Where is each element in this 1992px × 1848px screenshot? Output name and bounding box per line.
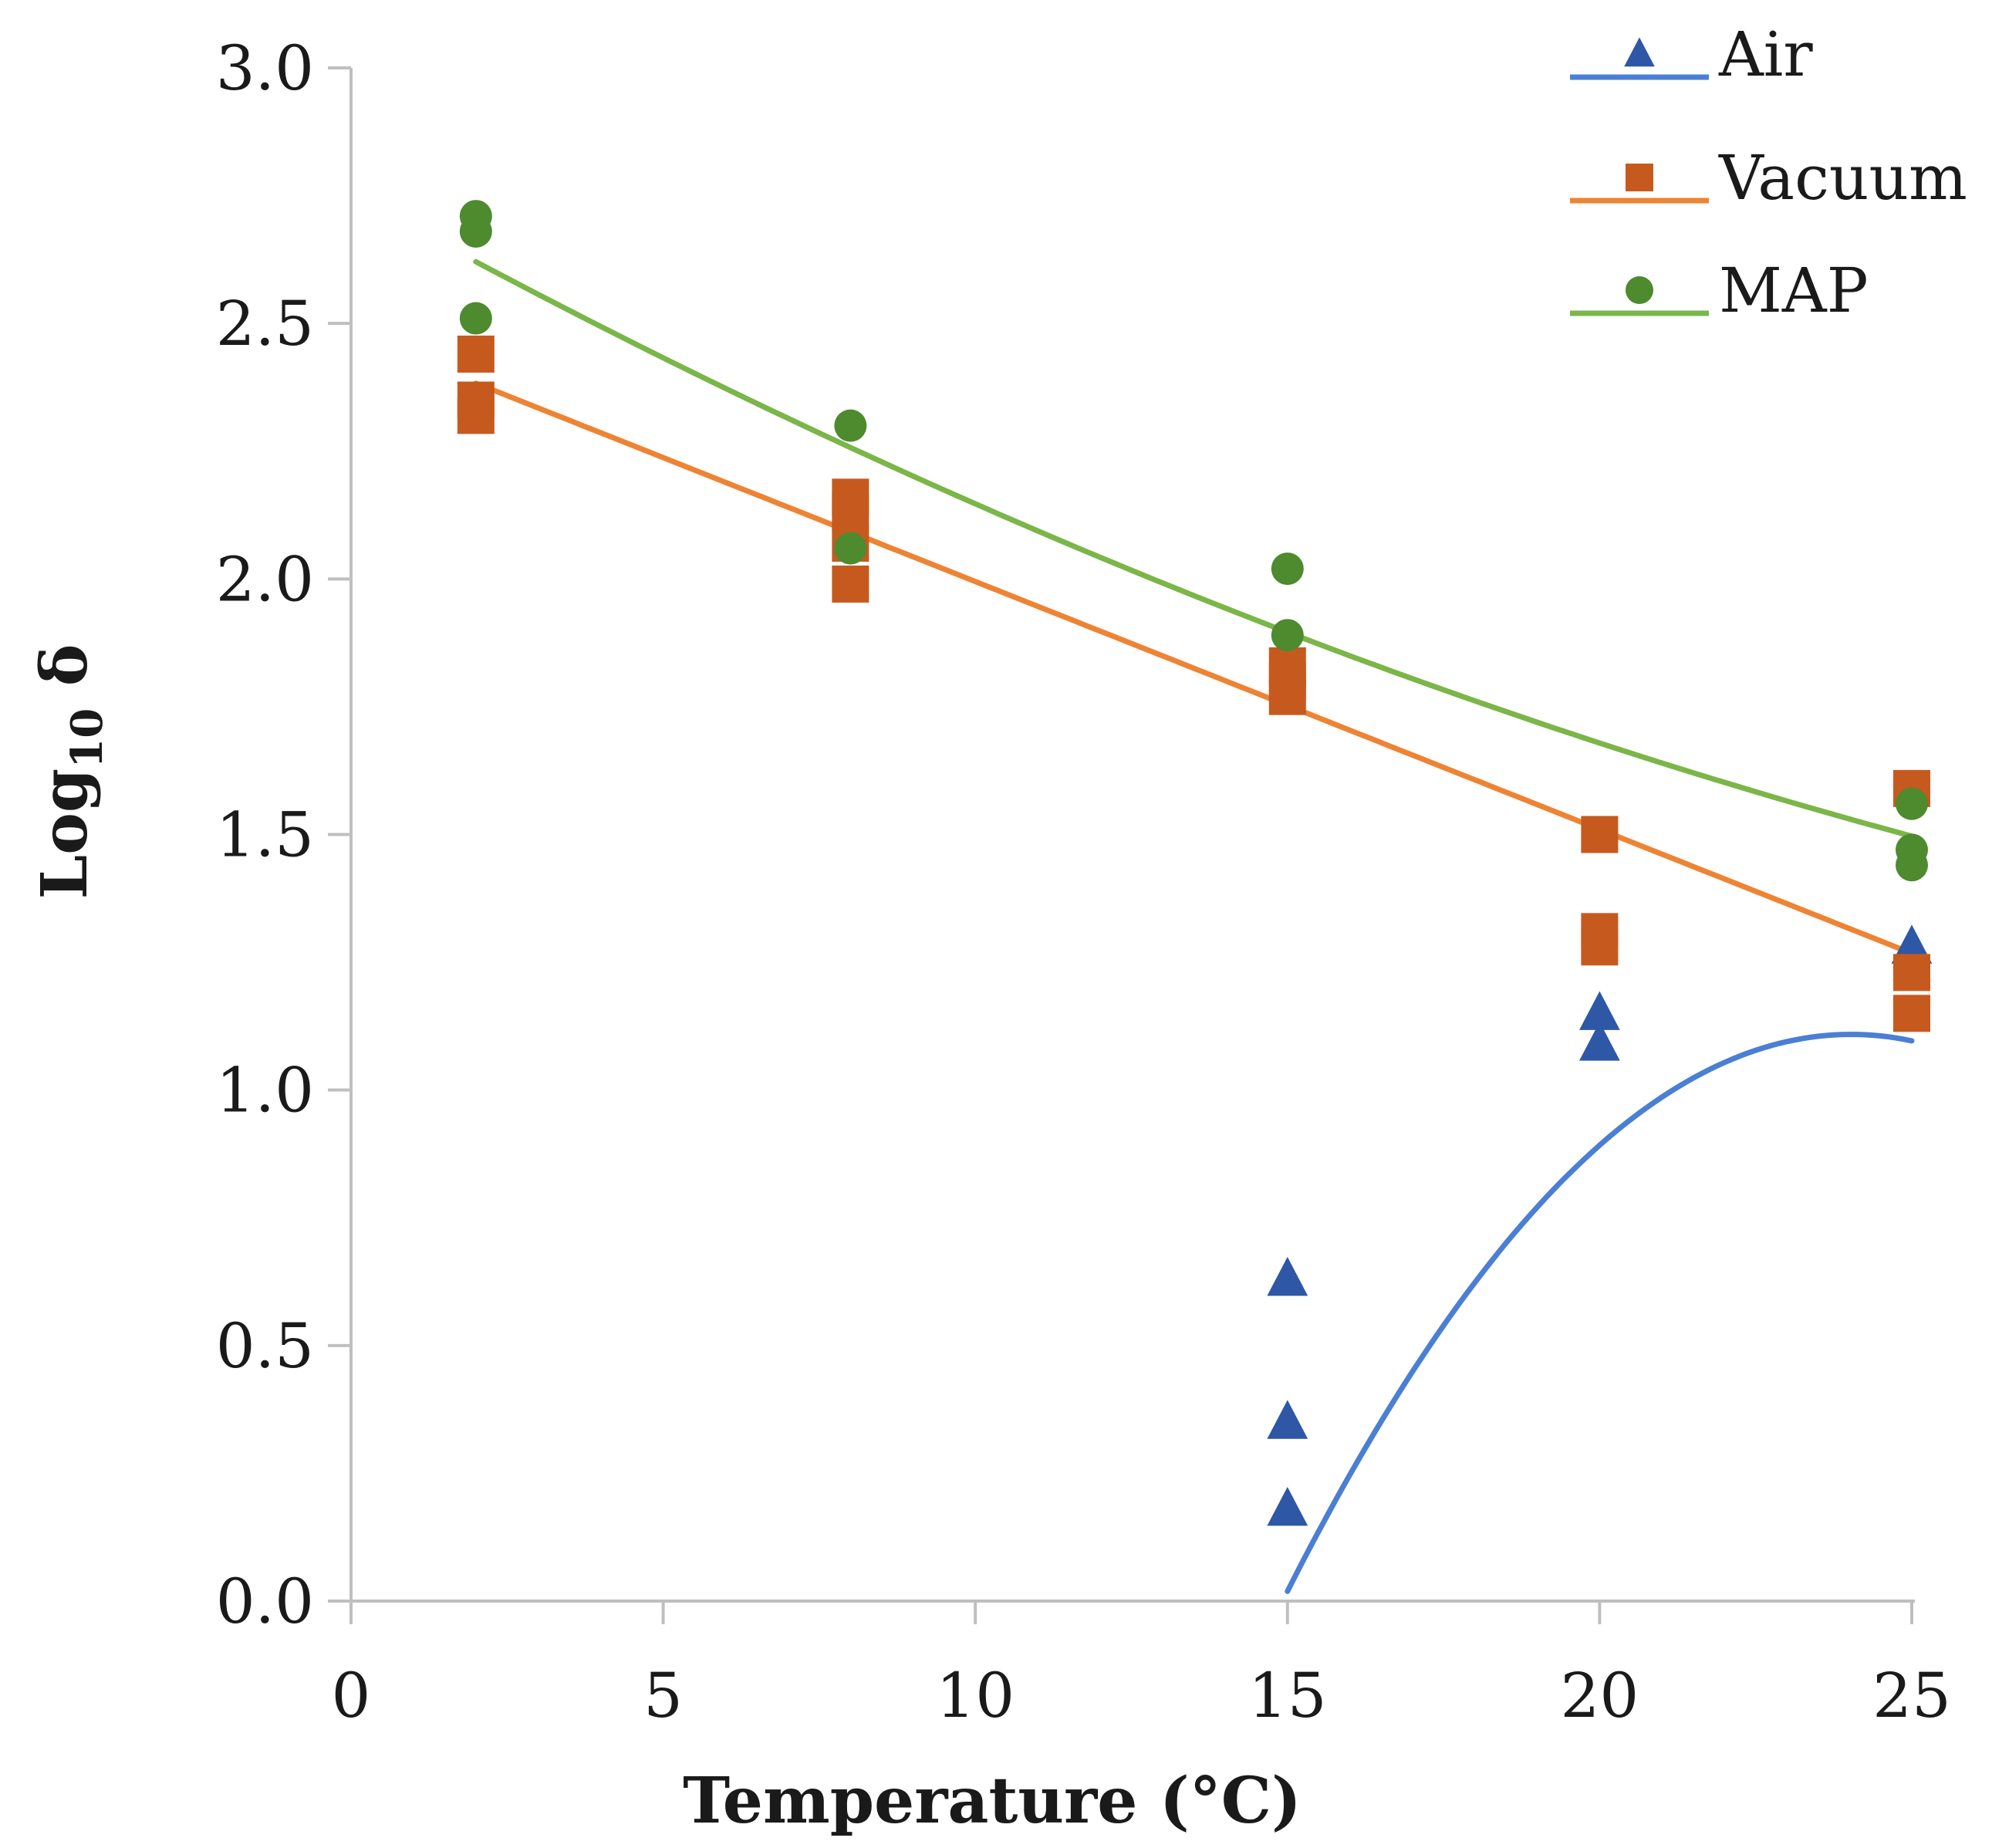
data-point-air xyxy=(1267,1256,1308,1296)
x-tick-label: 25 xyxy=(1872,1660,1951,1731)
trendline-map xyxy=(473,258,1915,840)
x-tick-label: 20 xyxy=(1561,1660,1639,1731)
legend-marker-map xyxy=(1626,276,1653,304)
axes: 0.0 0.5 1.0 1.5 2.0 2.5 3.0 0 5 10 15 20 25 xyxy=(216,32,1951,1731)
data-point-vacuum xyxy=(1581,816,1619,853)
legend-marker-air xyxy=(1624,37,1655,67)
data-point-vacuum xyxy=(832,565,869,603)
data-point-map xyxy=(834,409,867,442)
trendline-air xyxy=(1285,1032,1915,1594)
y-tick-label: 2.0 xyxy=(216,543,314,615)
data-point-vacuum xyxy=(1268,677,1306,715)
data-point-map xyxy=(459,302,492,335)
legend-label-map: MAP xyxy=(1719,255,1869,326)
data-point-map xyxy=(1271,619,1304,652)
data-point-vacuum xyxy=(457,397,495,434)
data-point-map xyxy=(1896,787,1928,820)
y-tick-label: 3.0 xyxy=(216,32,314,104)
data-point-map xyxy=(1896,849,1928,882)
y-axis-title-subscript: 10 xyxy=(62,708,113,769)
legend-label-vacuum: Vacuum xyxy=(1718,142,1967,214)
data-point-map xyxy=(459,215,492,248)
data-point-map xyxy=(834,532,867,565)
trendlines xyxy=(473,258,1915,1594)
data-point-vacuum xyxy=(1581,928,1619,966)
y-axis-title-symbol: δ xyxy=(28,644,102,708)
data-point-air xyxy=(1267,1400,1308,1439)
y-tick-label: 1.0 xyxy=(216,1055,314,1127)
x-tick-label: 5 xyxy=(643,1660,683,1731)
trendline-vacuum xyxy=(473,380,1915,956)
data-point-air xyxy=(1267,1486,1308,1526)
data-point-map xyxy=(1271,552,1304,586)
x-axis-title: Temperature (°C) xyxy=(683,1764,1302,1838)
data-point-vacuum xyxy=(457,335,495,373)
data-point-air xyxy=(1579,991,1620,1030)
data-point-air xyxy=(1891,924,1933,964)
data-point-vacuum xyxy=(1893,954,1930,992)
y-tick-label: 2.5 xyxy=(216,288,314,360)
y-tick-label: 0.0 xyxy=(216,1566,314,1637)
x-tick-label: 0 xyxy=(332,1660,371,1731)
y-tick-label: 1.5 xyxy=(216,799,314,871)
data-point-vacuum xyxy=(1893,995,1930,1032)
data-point-air xyxy=(1579,1022,1620,1061)
y-axis-title-main: Log xyxy=(28,769,102,900)
data-markers xyxy=(457,200,1933,1526)
legend: Air Vacuum MAP xyxy=(1570,19,1967,326)
y-tick-label: 0.5 xyxy=(216,1310,314,1382)
y-axis-title: Log10 δ xyxy=(28,644,113,900)
x-tick-label: 10 xyxy=(936,1660,1015,1731)
legend-marker-vacuum xyxy=(1626,164,1653,191)
x-tick-label: 15 xyxy=(1248,1660,1327,1731)
legend-label-air: Air xyxy=(1718,19,1813,90)
